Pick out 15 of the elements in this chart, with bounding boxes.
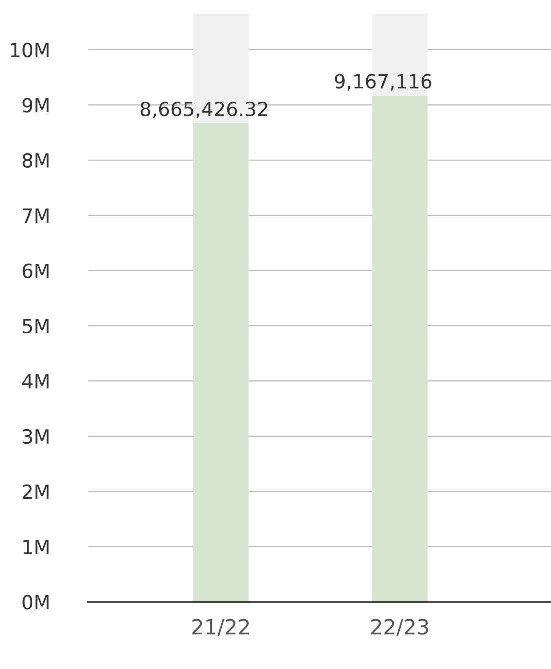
y-tick-label: 6M — [22, 264, 49, 278]
x-tick-label: 21/22 — [192, 619, 250, 637]
y-tick-label: 7M — [23, 208, 49, 223]
y-tick-label: 3M — [22, 429, 49, 444]
y-tick-label: 2M — [22, 484, 49, 500]
y-tick-label: 4M — [22, 374, 49, 389]
y-tick-label: 5M — [23, 319, 49, 334]
y-tick-label: 9M — [22, 98, 49, 113]
data-label: 9,167,116 — [335, 74, 432, 91]
y-tick-label: 8M — [22, 153, 49, 168]
x-tick-label: 22/23 — [372, 619, 428, 637]
y-tick-label: 10M — [11, 42, 49, 58]
data-label: 8,665,426.32 — [140, 102, 268, 119]
y-tick-label: 0M — [22, 595, 49, 610]
y-tick-label: 1M — [24, 540, 49, 554]
